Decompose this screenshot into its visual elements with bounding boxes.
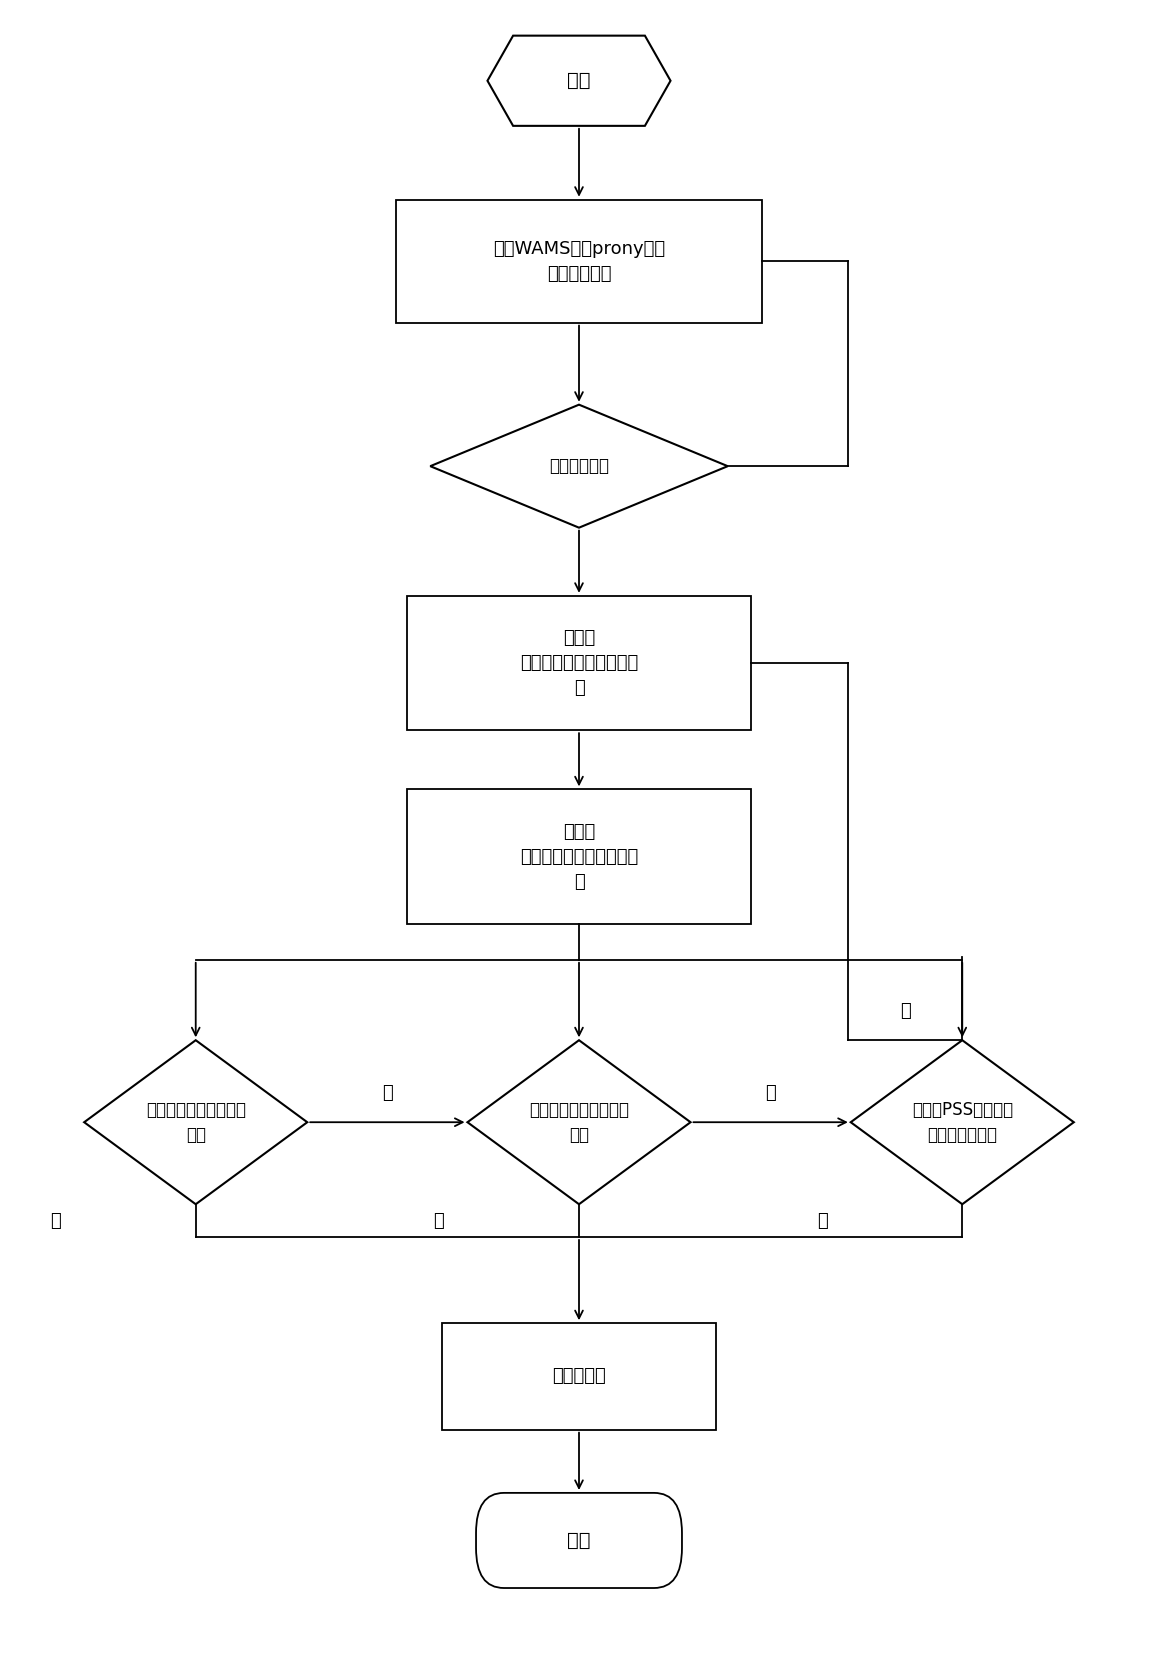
Text: 弱联系电网联络线是否
振荡: 弱联系电网联络线是否 振荡 <box>146 1100 245 1143</box>
Text: 发电机PSS的励磁电
压相位是否同相: 发电机PSS的励磁电 压相位是否同相 <box>911 1100 1013 1143</box>
Bar <box>441 1323 717 1429</box>
Text: 否: 否 <box>382 1083 393 1102</box>
Bar <box>408 595 750 729</box>
Text: 否: 否 <box>765 1083 776 1102</box>
Text: 根据WAMS数据prony分析
电网波动情况: 根据WAMS数据prony分析 电网波动情况 <box>493 240 665 283</box>
Text: 第一步
能量函数法定位振荡源方
向: 第一步 能量函数法定位振荡源方 向 <box>520 629 638 696</box>
Text: 开始: 开始 <box>567 71 591 91</box>
Text: 是: 是 <box>816 1212 828 1229</box>
Text: 是: 是 <box>50 1212 61 1229</box>
Text: 电网是否振荡: 电网是否振荡 <box>549 457 609 475</box>
Text: 第二步
检查以下三种情况是否发
生: 第二步 检查以下三种情况是否发 生 <box>520 822 638 890</box>
Bar <box>408 789 750 925</box>
Text: 发电机原动机输出是否
振荡: 发电机原动机输出是否 振荡 <box>529 1100 629 1143</box>
FancyBboxPatch shape <box>476 1494 682 1588</box>
Text: 是: 是 <box>433 1212 445 1229</box>
Text: 定位振荡源: 定位振荡源 <box>552 1368 606 1386</box>
Text: 否: 否 <box>900 1002 910 1021</box>
Bar <box>396 200 762 323</box>
Text: 结束: 结束 <box>567 1532 591 1550</box>
